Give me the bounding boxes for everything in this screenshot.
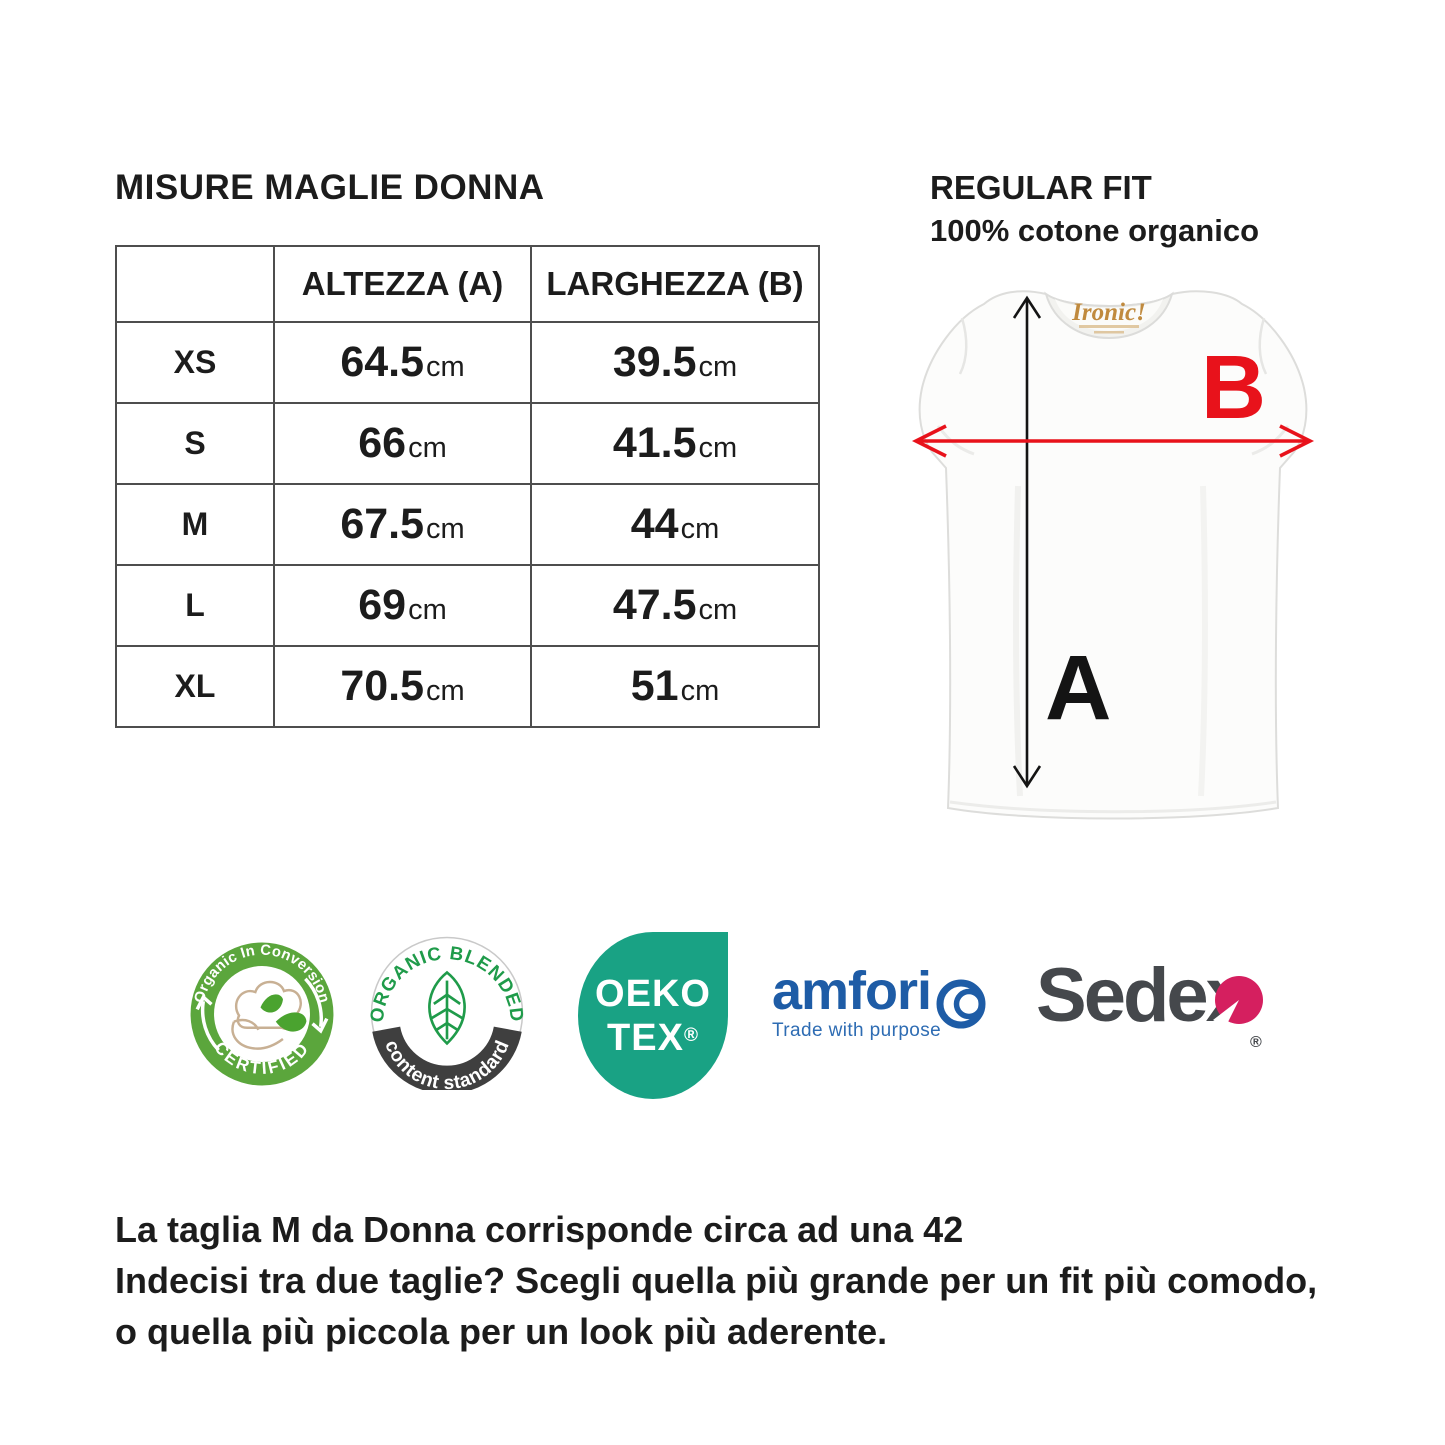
value-number: 70.5	[340, 662, 425, 710]
table-row-xl: XL 70.5cm 51cm	[115, 645, 820, 728]
size-label: S	[115, 402, 275, 485]
larghezza-value: 51cm	[530, 645, 820, 728]
value-number: 64.5	[340, 338, 425, 386]
fit-type-label: REGULAR FIT	[930, 169, 1152, 206]
size-table: ALTEZZA (A) LARGHEZZA (B) XS 64.5cm 39.5…	[115, 245, 820, 728]
amfori-tagline: Trade with purpose	[772, 1020, 942, 1041]
altezza-value: 70.5cm	[273, 645, 532, 728]
value-unit: cm	[426, 513, 465, 545]
cycle-arrows-icon	[195, 977, 329, 1052]
note-line: La taglia M da Donna corrisponde circa a…	[115, 1209, 964, 1250]
value-unit: cm	[698, 351, 738, 383]
note-line: Indecisi tra due taglie? Scegli quella p…	[115, 1260, 1318, 1301]
registered-mark: ®	[1250, 1034, 1262, 1051]
page-title: MISURE MAGLIE DONNA	[115, 168, 545, 207]
larghezza-value: 41.5cm	[530, 402, 820, 485]
value-unit: cm	[698, 432, 738, 464]
value-number: 47.5	[612, 581, 697, 629]
table-row-m: M 67.5cm 44cm	[115, 483, 820, 566]
sedex-badge: Sedex ®	[1036, 958, 1296, 1058]
width-arrow	[911, 424, 1315, 458]
sedex-wordmark: Sedex	[1036, 953, 1248, 1038]
organic-in-conversion-badge-icon: Organic In Conversion CERTIFIED	[190, 942, 334, 1086]
amfori-rings-icon	[936, 979, 986, 1029]
size-label: L	[115, 564, 275, 647]
value-number: 39.5	[612, 338, 697, 386]
amfori-wordmark: amfori	[772, 961, 932, 1021]
larghezza-value: 47.5cm	[530, 564, 820, 647]
height-label: A	[1045, 637, 1111, 739]
larghezza-value: 44cm	[530, 483, 820, 566]
sizing-notes: La taglia M da Donna corrisponde circa a…	[115, 1204, 1385, 1357]
table-row-xs: XS 64.5cm 39.5cm	[115, 321, 820, 404]
oeko-line2: TEX®	[607, 1015, 699, 1059]
fabric-label: 100% cotone organico	[930, 213, 1260, 248]
tshirt-illustration: Ironic! A B	[911, 290, 1315, 820]
size-table-header-altezza: ALTEZZA (A)	[273, 245, 532, 323]
altezza-value: 69cm	[273, 564, 532, 647]
size-table-corner-cell	[115, 245, 275, 323]
altezza-value: 66cm	[273, 402, 532, 485]
value-unit: cm	[408, 432, 447, 464]
value-number: 51	[630, 662, 679, 710]
size-label: XL	[115, 645, 275, 728]
brand-tag-text: Ironic!	[1071, 299, 1146, 326]
size-table-header-larghezza: LARGHEZZA (B)	[530, 245, 820, 323]
fit-heading: REGULAR FIT 100% cotone organico	[930, 166, 1259, 252]
value-number: 66	[358, 419, 407, 467]
altezza-value: 64.5cm	[273, 321, 532, 404]
larghezza-value: 39.5cm	[530, 321, 820, 404]
value-number: 67.5	[340, 500, 425, 548]
value-number: 44	[630, 500, 679, 548]
brand-label-smallprint	[1094, 331, 1124, 334]
oeko-tex-badge-icon: OEKO TEX®	[578, 932, 728, 1099]
amfori-badge: amfori Trade with purpose	[772, 961, 1022, 1046]
registered-mark: ®	[683, 1024, 699, 1046]
note-line: o quella più piccola per un look più ade…	[115, 1311, 888, 1352]
value-number: 41.5	[612, 419, 697, 467]
size-label: XS	[115, 321, 275, 404]
value-unit: cm	[408, 594, 447, 626]
brand-label-smallprint	[1079, 325, 1139, 328]
value-unit: cm	[680, 513, 720, 545]
value-number: 69	[358, 581, 407, 629]
leaf-icon	[428, 970, 466, 1046]
table-row-l: L 69cm 47.5cm	[115, 564, 820, 647]
height-arrow	[1012, 295, 1042, 789]
value-unit: cm	[426, 675, 465, 707]
cotton-hand-icon	[231, 980, 307, 1050]
altezza-value: 67.5cm	[273, 483, 532, 566]
value-unit: cm	[680, 675, 720, 707]
organic-blended-badge-icon: ORGANIC BLENDED content standard	[370, 936, 524, 1090]
width-label: B	[1201, 338, 1266, 438]
oeko-tex-word: TEX	[607, 1016, 684, 1059]
value-unit: cm	[698, 594, 738, 626]
sedex-dot-icon	[1213, 976, 1263, 1028]
size-label: M	[115, 483, 275, 566]
size-table-header-row: ALTEZZA (A) LARGHEZZA (B)	[115, 245, 820, 323]
value-unit: cm	[426, 351, 465, 383]
table-row-s: S 66cm 41.5cm	[115, 402, 820, 485]
oeko-line1: OEKO	[595, 972, 711, 1015]
